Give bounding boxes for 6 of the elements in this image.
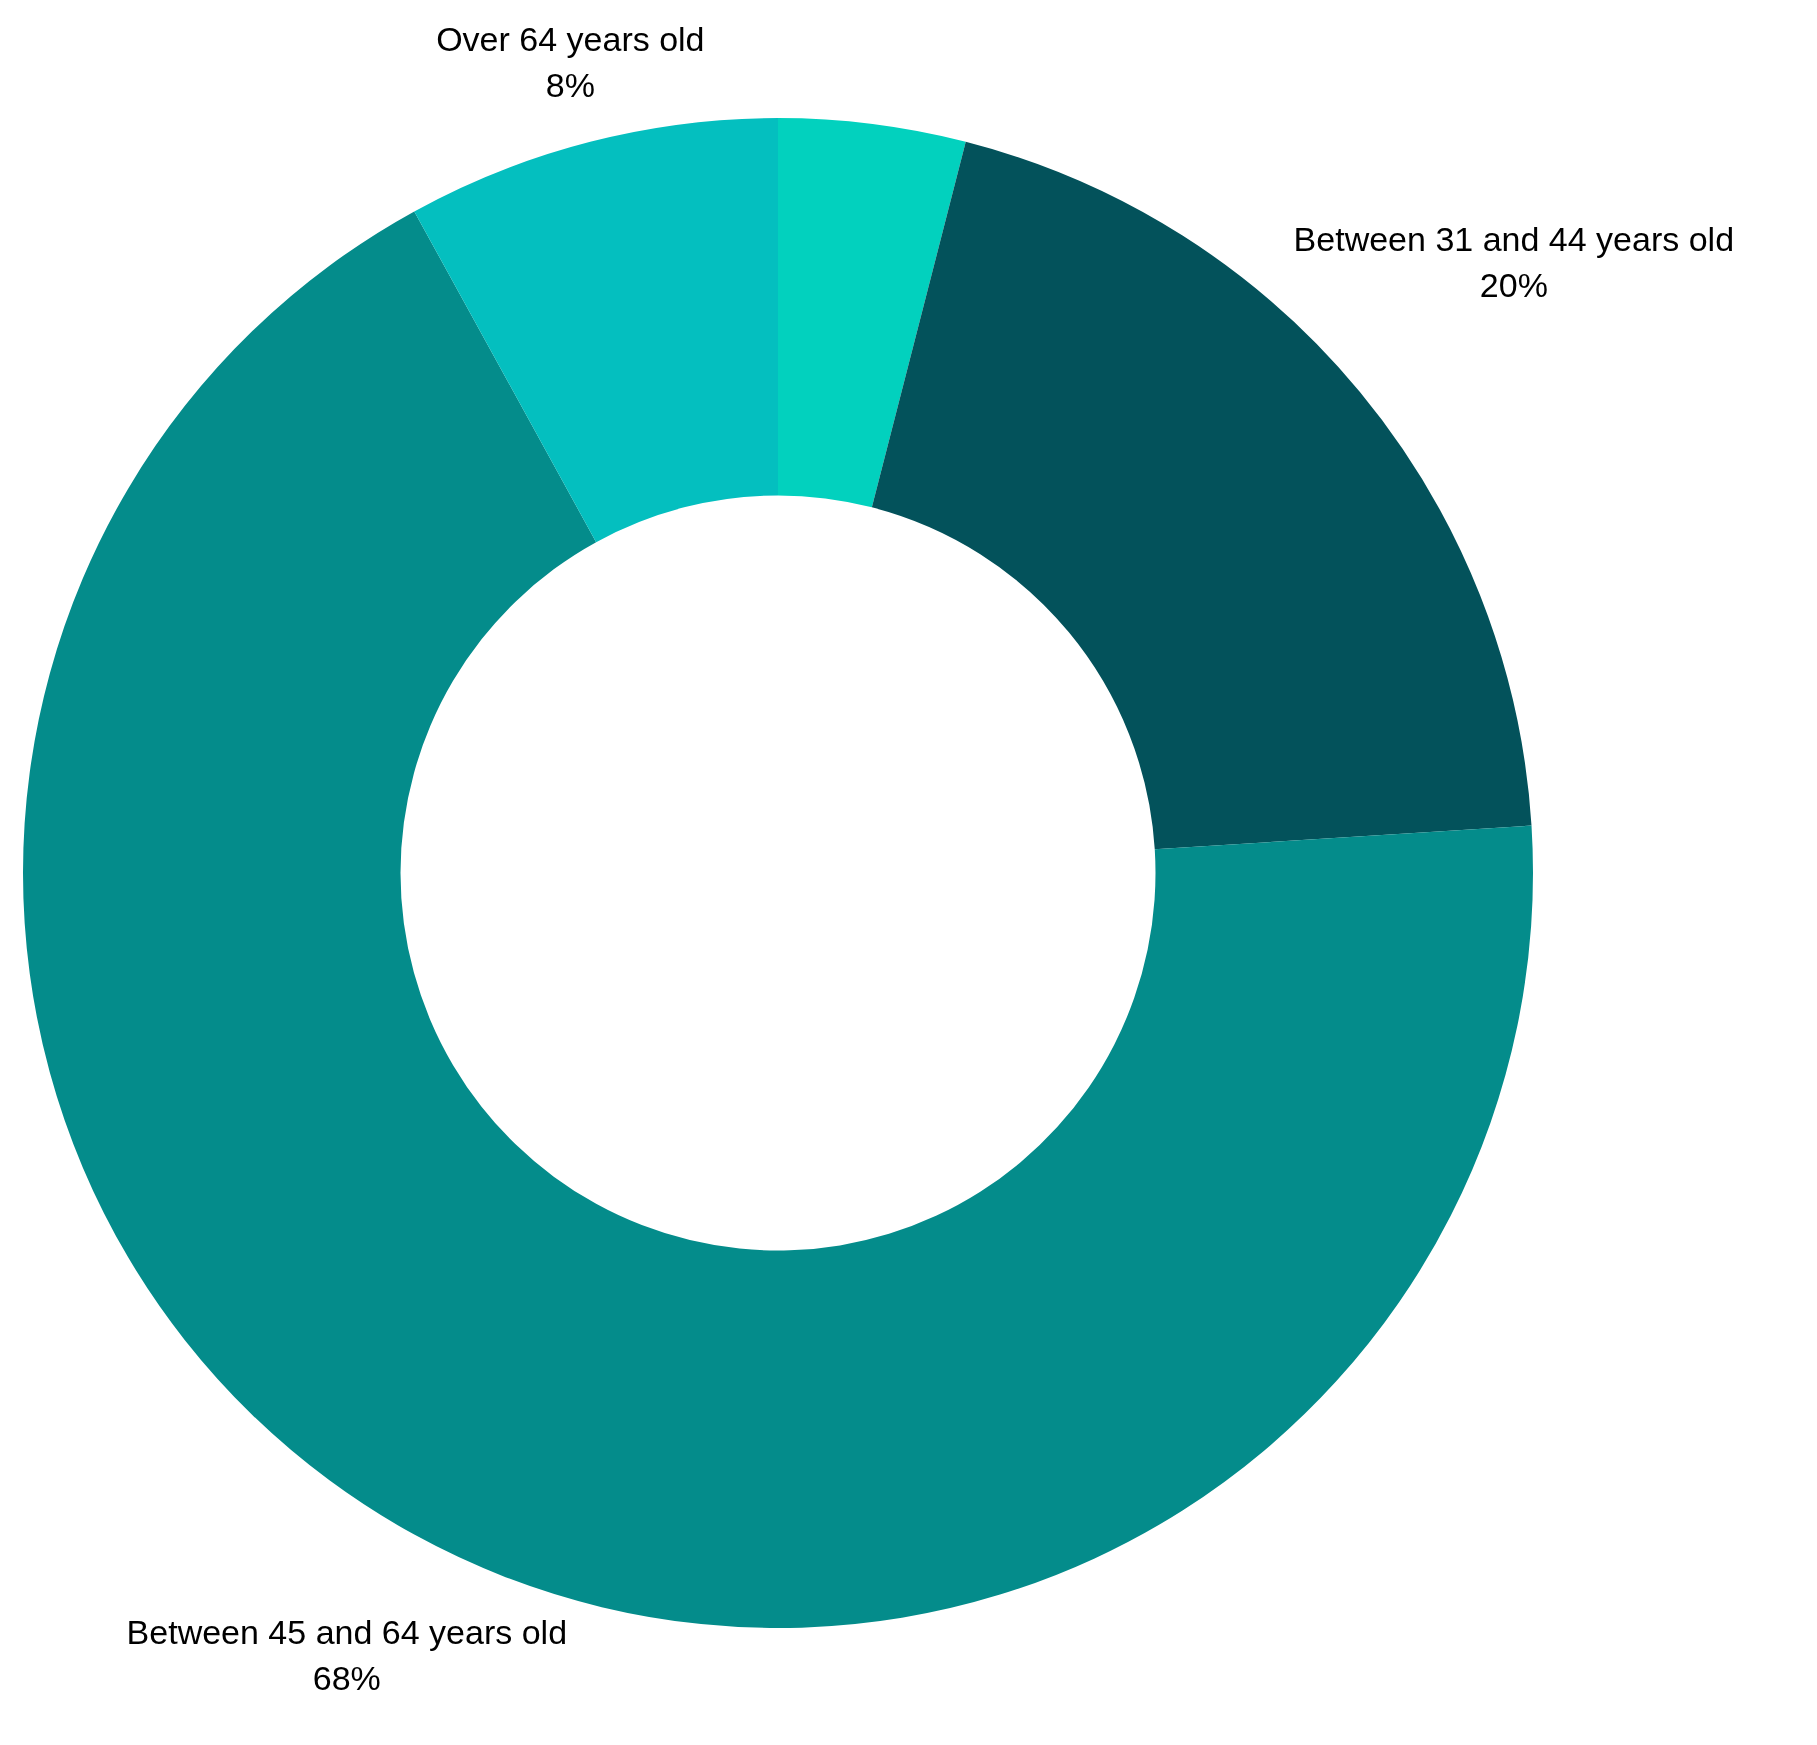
slice-label: Between 31 and 44 years old: [1293, 219, 1735, 258]
data-label: 68%: [312, 1658, 381, 1697]
slice-label: Between 45 and 64 years old: [126, 1612, 568, 1651]
slice-label: Over 64 years old: [436, 19, 705, 58]
data-label: 20%: [1479, 265, 1548, 304]
data-label: 8%: [545, 65, 595, 104]
